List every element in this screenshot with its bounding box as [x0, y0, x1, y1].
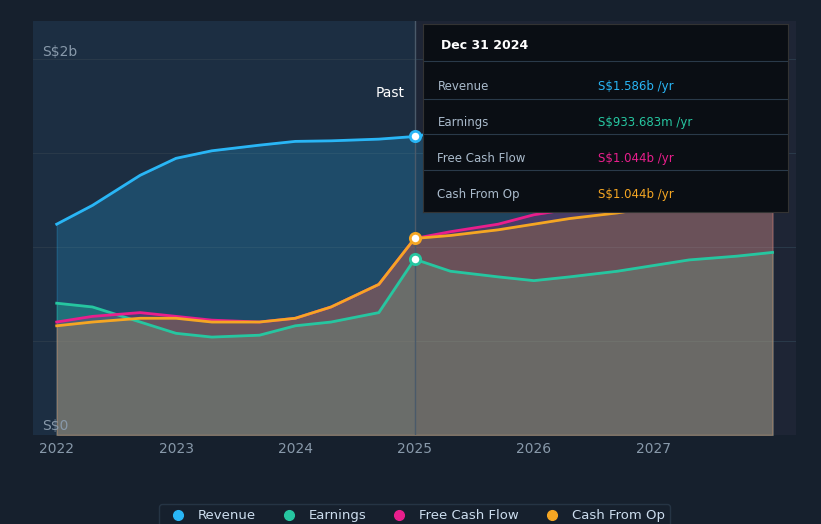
Text: S$933.683m /yr: S$933.683m /yr [599, 116, 693, 129]
Text: Earnings: Earnings [438, 116, 488, 129]
Text: Past: Past [376, 86, 405, 100]
Legend: Revenue, Earnings, Free Cash Flow, Cash From Op: Revenue, Earnings, Free Cash Flow, Cash … [159, 504, 670, 524]
Point [408, 234, 421, 243]
Text: S$1.044b /yr: S$1.044b /yr [599, 152, 674, 165]
Bar [33, 21, 415, 435]
Text: S$2b: S$2b [43, 45, 78, 59]
Text: S$1.044b /yr: S$1.044b /yr [599, 188, 674, 201]
Text: Revenue: Revenue [438, 80, 488, 93]
Point [408, 132, 421, 140]
Text: Free Cash Flow: Free Cash Flow [438, 152, 525, 165]
Text: Dec 31 2024: Dec 31 2024 [441, 39, 529, 52]
Text: S$1.586b /yr: S$1.586b /yr [599, 80, 674, 93]
Bar [415, 21, 796, 435]
Text: S$0: S$0 [43, 419, 69, 433]
Text: Analysts Forecasts: Analysts Forecasts [424, 86, 553, 100]
Text: Cash From Op: Cash From Op [438, 188, 520, 201]
Point [408, 255, 421, 264]
